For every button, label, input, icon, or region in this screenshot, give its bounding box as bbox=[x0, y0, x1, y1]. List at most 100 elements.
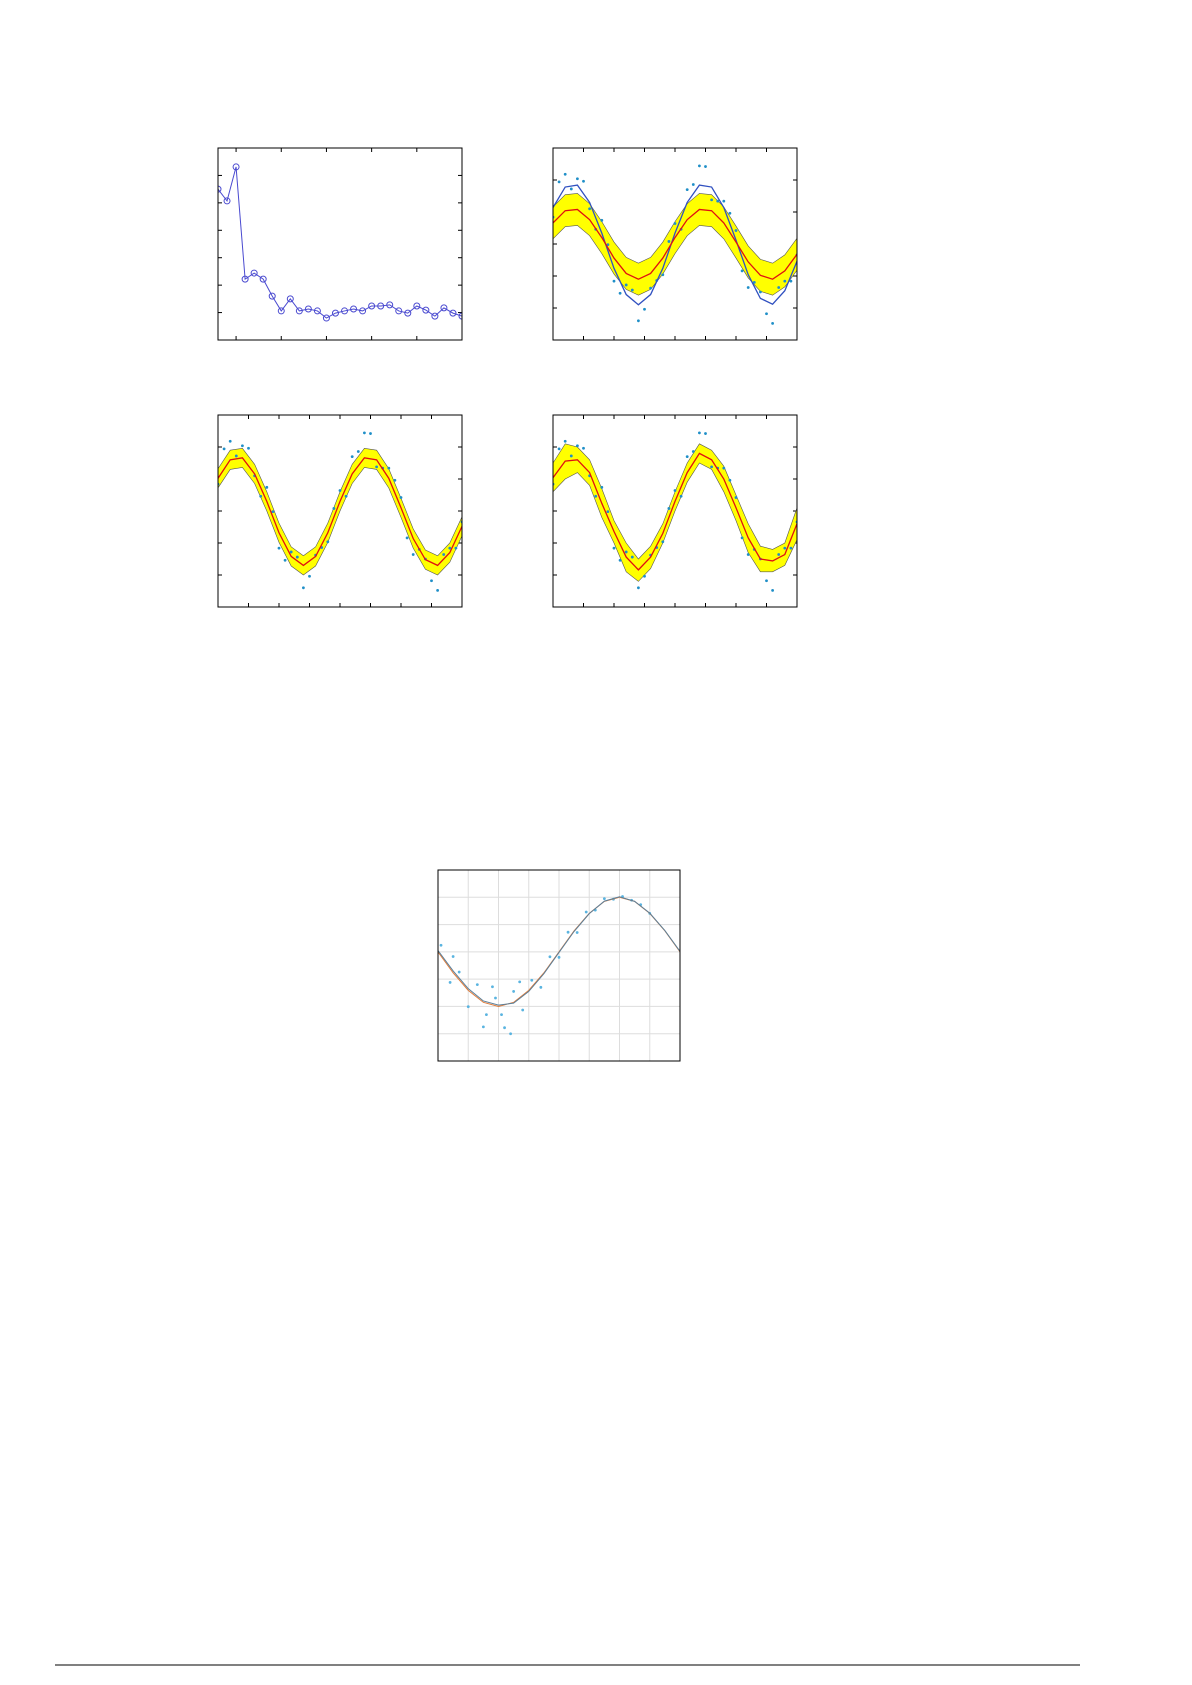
data-point bbox=[752, 281, 756, 284]
data-point bbox=[728, 211, 732, 215]
series-line bbox=[438, 896, 680, 1006]
series-marker bbox=[368, 302, 376, 310]
data-point bbox=[602, 897, 606, 901]
data-point bbox=[771, 588, 774, 592]
data-point bbox=[539, 985, 543, 989]
data-point bbox=[759, 290, 762, 294]
plot-frame bbox=[437, 869, 681, 1062]
data-point bbox=[691, 450, 695, 453]
data-point bbox=[521, 1008, 525, 1012]
series-marker bbox=[341, 307, 349, 315]
series-marker bbox=[404, 309, 412, 317]
series-marker bbox=[241, 275, 249, 283]
data-point bbox=[618, 558, 622, 562]
data-point bbox=[594, 494, 598, 498]
series-marker bbox=[350, 305, 358, 313]
data-point bbox=[326, 540, 330, 544]
data-point bbox=[265, 485, 269, 489]
data-point bbox=[363, 431, 366, 435]
data-point bbox=[475, 983, 479, 986]
data-point bbox=[746, 553, 750, 556]
series-marker bbox=[431, 312, 439, 320]
data-point bbox=[289, 550, 293, 554]
data-point bbox=[439, 943, 443, 947]
plot-frame bbox=[552, 147, 798, 341]
data-point bbox=[503, 1026, 506, 1030]
data-point bbox=[399, 496, 403, 499]
data-point bbox=[771, 321, 774, 325]
data-point bbox=[457, 970, 461, 974]
series-marker bbox=[359, 307, 367, 315]
data-point bbox=[691, 183, 695, 186]
data-point bbox=[566, 930, 570, 934]
data-point bbox=[411, 553, 415, 556]
data-point bbox=[661, 273, 665, 277]
data-point bbox=[569, 187, 573, 191]
data-point bbox=[271, 510, 275, 514]
data-point bbox=[563, 439, 567, 443]
data-point bbox=[637, 586, 640, 590]
data-point bbox=[569, 454, 573, 458]
data-point bbox=[777, 286, 781, 289]
data-point bbox=[582, 446, 585, 450]
data-point bbox=[716, 199, 720, 203]
data-point bbox=[451, 955, 455, 958]
data-point bbox=[481, 1025, 485, 1029]
data-point bbox=[442, 553, 446, 556]
plot-frame bbox=[552, 414, 798, 608]
data-point bbox=[387, 466, 391, 470]
series-marker bbox=[313, 307, 321, 315]
data-point bbox=[783, 279, 787, 283]
series-marker bbox=[458, 312, 462, 320]
data-point bbox=[530, 978, 534, 982]
data-point bbox=[222, 447, 226, 451]
data-point bbox=[454, 546, 458, 550]
series-marker bbox=[232, 163, 240, 171]
data-point bbox=[612, 546, 616, 550]
data-point bbox=[277, 546, 281, 550]
data-point bbox=[575, 931, 579, 934]
data-point bbox=[448, 981, 452, 984]
plot-content bbox=[438, 895, 680, 1036]
plot-content bbox=[218, 431, 462, 592]
series-marker bbox=[422, 306, 430, 314]
data-point bbox=[606, 243, 610, 247]
data-point bbox=[234, 454, 238, 458]
data-point bbox=[295, 555, 299, 559]
data-point bbox=[667, 507, 671, 510]
series-marker bbox=[295, 307, 303, 315]
data-point bbox=[332, 507, 336, 510]
data-point bbox=[734, 496, 738, 499]
data-point bbox=[491, 985, 494, 989]
data-point bbox=[630, 288, 634, 292]
data-point bbox=[436, 588, 439, 592]
series-marker bbox=[440, 304, 448, 312]
data-point bbox=[704, 165, 707, 168]
series-marker bbox=[218, 185, 222, 193]
data-point bbox=[563, 172, 567, 176]
data-point bbox=[241, 444, 244, 448]
series-marker bbox=[223, 197, 231, 205]
data-point bbox=[789, 546, 793, 550]
data-point bbox=[765, 312, 768, 316]
data-point bbox=[722, 466, 726, 470]
plot-area bbox=[218, 148, 462, 340]
data-point bbox=[765, 579, 768, 583]
data-point bbox=[789, 279, 793, 283]
data-point bbox=[698, 431, 701, 435]
data-point bbox=[728, 478, 732, 482]
data-point bbox=[557, 180, 561, 184]
series-line bbox=[553, 184, 797, 306]
data-point bbox=[485, 1013, 488, 1017]
data-point bbox=[512, 990, 516, 993]
data-point bbox=[679, 494, 683, 498]
data-point bbox=[405, 536, 409, 540]
series-marker bbox=[395, 307, 403, 315]
plot-frame bbox=[217, 414, 463, 608]
series-marker bbox=[286, 295, 294, 303]
plot-frame bbox=[217, 147, 463, 341]
data-point bbox=[393, 478, 397, 482]
data-point bbox=[704, 432, 707, 435]
series-line bbox=[218, 166, 462, 319]
